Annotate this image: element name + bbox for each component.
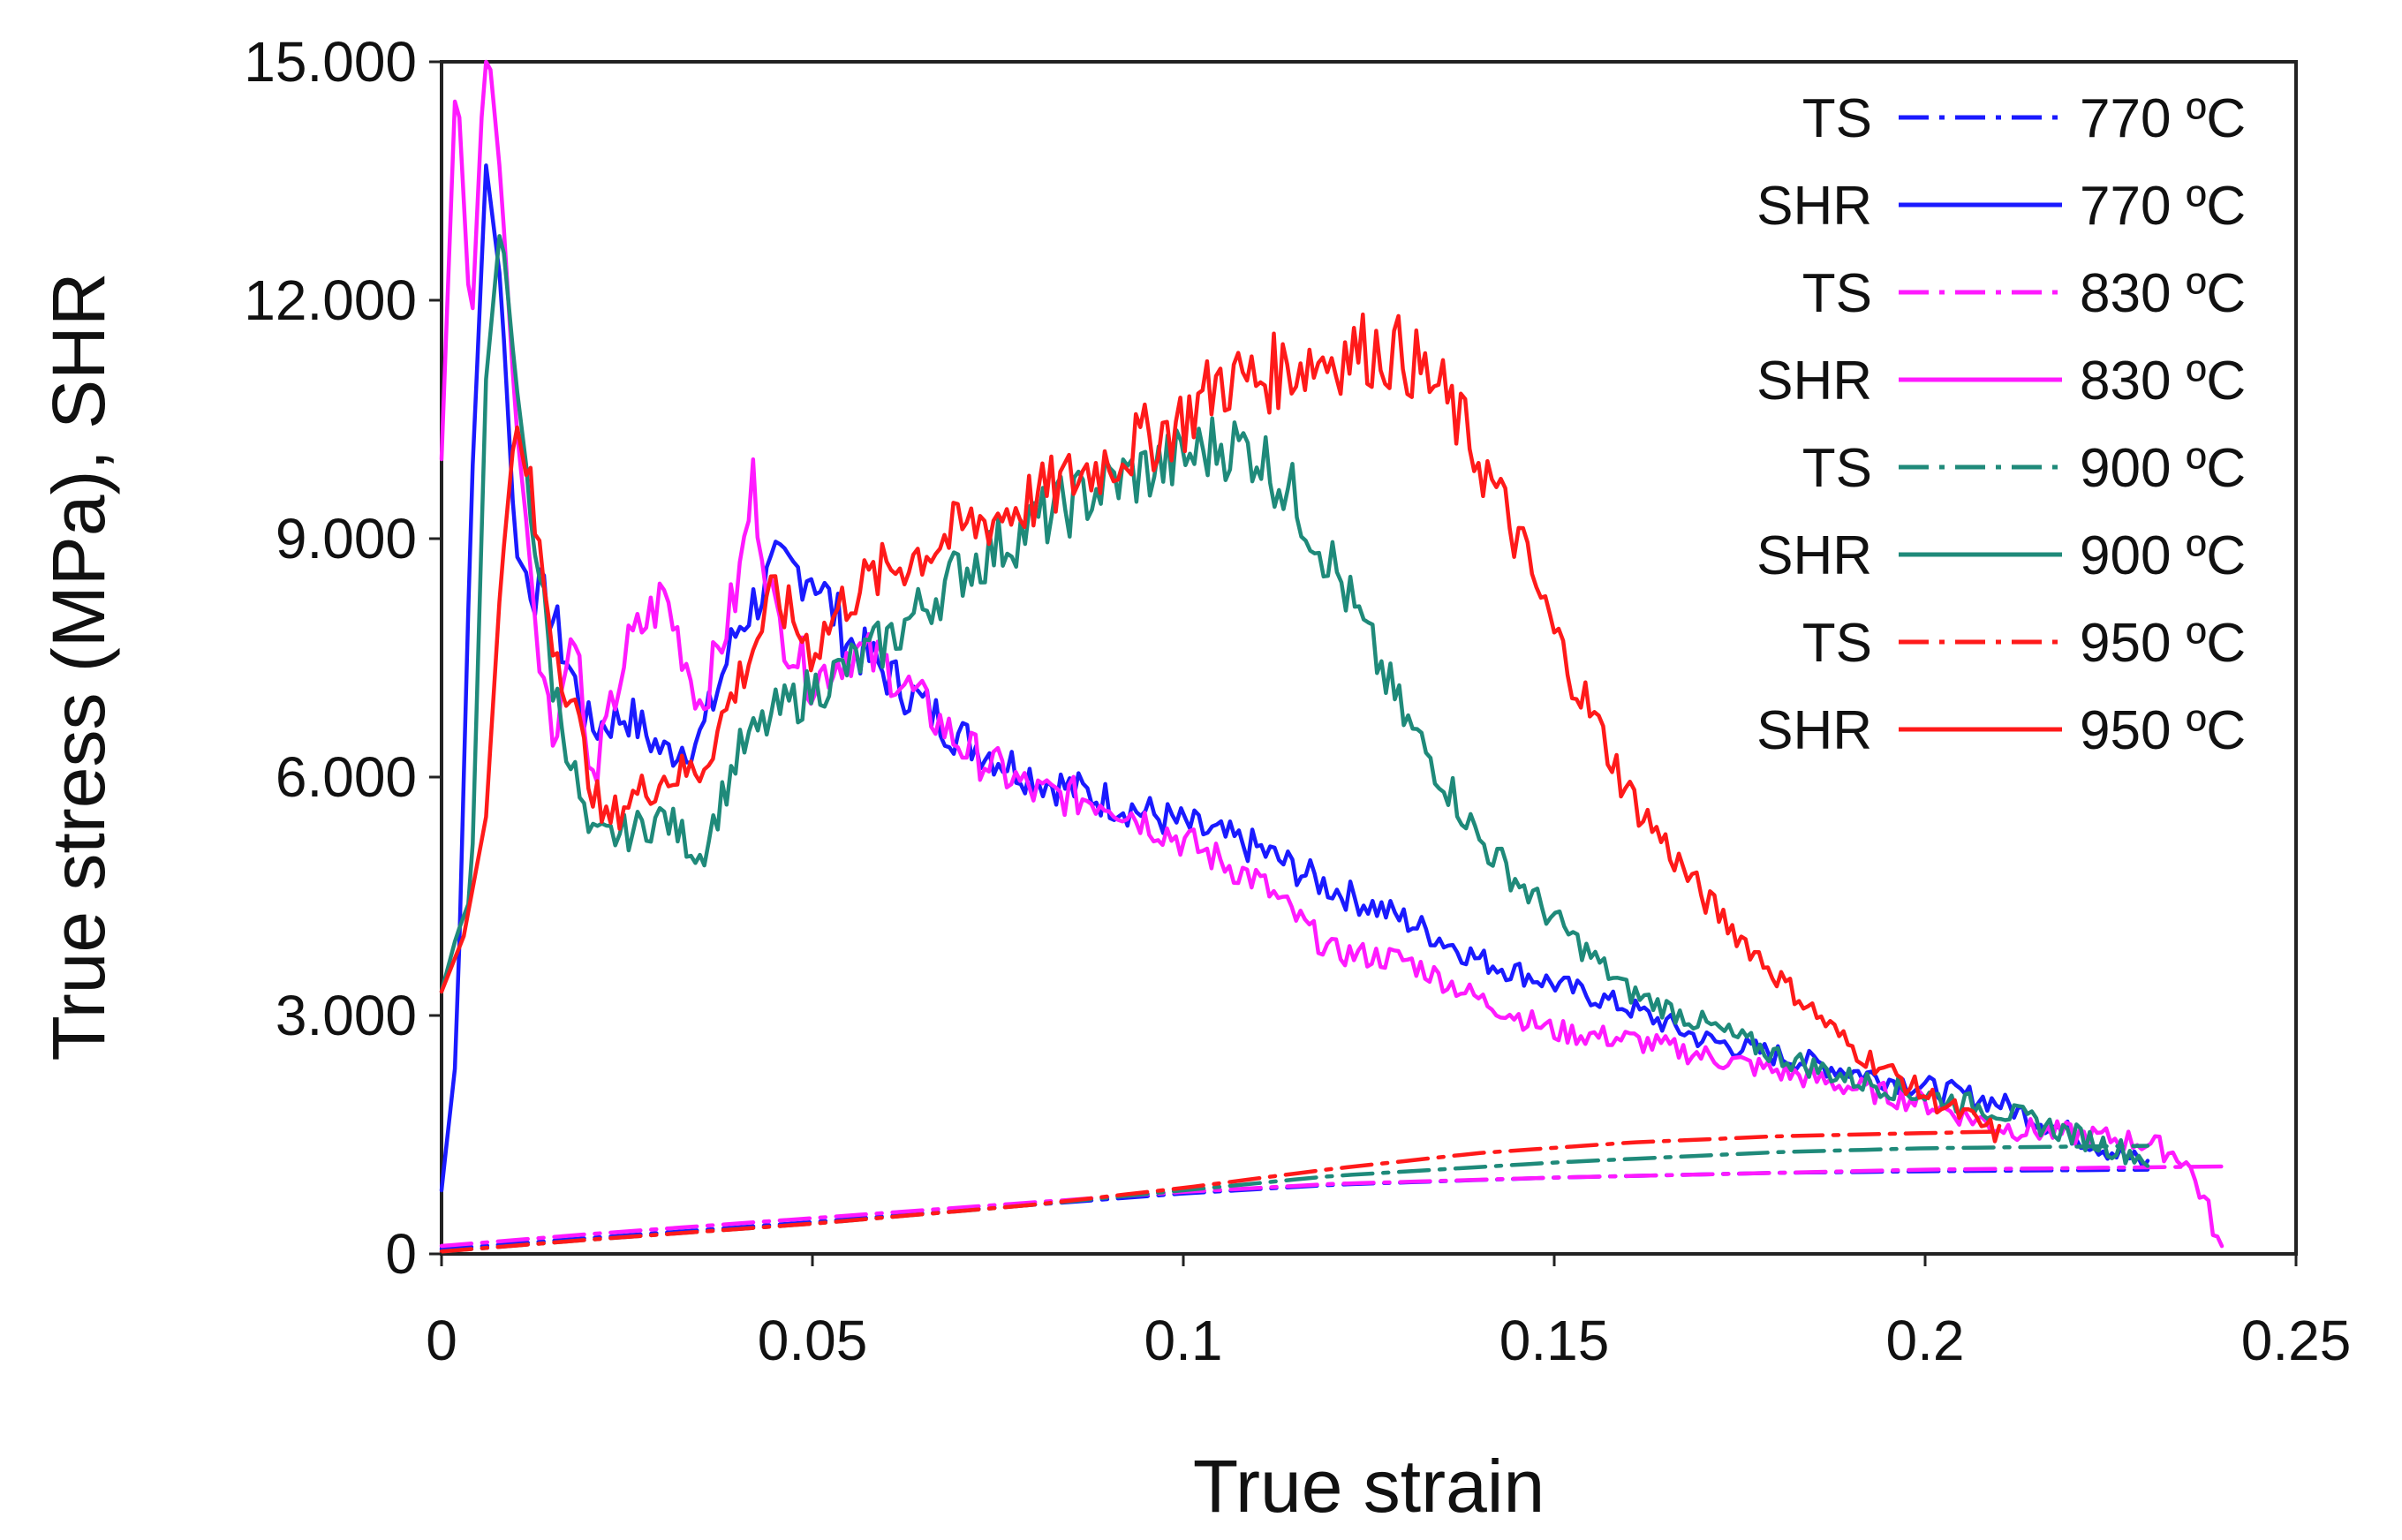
x-tick-label: 0.05 (758, 1309, 868, 1372)
legend-temp-label: 900 ºC (2080, 525, 2246, 586)
legend-temp-label: 950 ºC (2080, 613, 2246, 674)
plot-area-frame (440, 60, 2298, 1256)
legend-temp-label: 830 ºC (2080, 263, 2246, 324)
legend-item: TS 830 ºC (1802, 263, 2246, 324)
legend-type-label: SHR (1756, 700, 1872, 761)
legend-type-label: SHR (1756, 525, 1872, 586)
x-tick-label: 0.15 (1499, 1309, 1610, 1372)
series-line-shr-1 (439, 163, 2150, 1193)
legend-type-label: SHR (1756, 176, 1872, 237)
x-tick-label: 0.2 (1886, 1309, 1965, 1372)
y-tick-label: 3.000 (276, 984, 417, 1047)
series-line-shr-5 (439, 234, 2150, 1168)
legend-type-label: TS (1802, 613, 1872, 674)
legend-type-label: TS (1802, 438, 1872, 499)
series-line-ts-0 (439, 1167, 2150, 1251)
legend-item: SHR 770 ºC (1756, 176, 2246, 237)
plot-frame (440, 60, 2298, 1256)
series-line-ts-2 (439, 1164, 2224, 1249)
x-tick-label: 0.1 (1144, 1309, 1223, 1372)
legend-temp-label: 830 ºC (2080, 351, 2246, 411)
y-tick-label: 15.000 (244, 30, 417, 94)
series-lines (439, 59, 2224, 1254)
legend-temp-label: 770 ºC (2080, 88, 2246, 149)
x-axis-title: True strain (1193, 1445, 1545, 1528)
legend-item: TS 900 ºC (1802, 438, 2246, 499)
legend-item: TS 950 ºC (1802, 613, 2246, 674)
y-axis-title: True stress (MPa), SHR (37, 273, 120, 1061)
x-tick-label: 0 (426, 1309, 457, 1372)
y-axis-ticks: 0 3.000 6.000 9.000 12.000 15.000 (244, 30, 442, 1286)
x-axis-ticks: 0 0.05 0.1 0.15 0.2 0.25 (426, 1254, 2351, 1372)
series-line-shr-3 (439, 59, 2224, 1249)
legend-item: SHR 830 ºC (1756, 351, 2246, 411)
x-tick-label: 0.25 (2241, 1309, 2352, 1372)
legend-temp-label: 950 ºC (2080, 700, 2246, 761)
y-tick-label: 6.000 (276, 745, 417, 809)
legend-item: SHR 900 ºC (1756, 525, 2246, 586)
legend-item: TS 770 ºC (1802, 88, 2246, 149)
series-line-shr-7 (439, 312, 2002, 1144)
y-tick-label: 0 (385, 1222, 417, 1286)
legend-temp-label: 770 ºC (2080, 176, 2246, 237)
legend-type-label: TS (1802, 263, 1872, 324)
legend-item: SHR 950 ºC (1756, 700, 2246, 761)
y-tick-label: 12.000 (244, 268, 417, 332)
y-tick-label: 9.000 (276, 507, 417, 570)
series-line-ts-4 (439, 1144, 2150, 1254)
legend-temp-label: 900 ºC (2080, 438, 2246, 499)
legend-type-label: TS (1802, 88, 1872, 149)
legend: TS 770 ºC SHR 770 ºC TS 830 ºC SHR 830 ºC TS 900 … (1756, 88, 2246, 761)
series-line-ts-6 (439, 1129, 2002, 1254)
legend-type-label: SHR (1756, 351, 1872, 411)
